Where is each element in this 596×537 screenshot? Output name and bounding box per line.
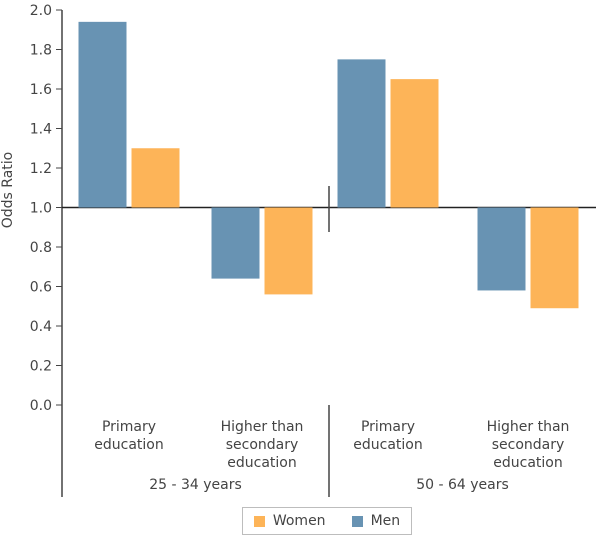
legend-label-women: Women [272,513,326,529]
chart-texts: 0.0 0.2 0.4 0.6 0.8 1.0 1.2 1.4 1.6 1.8 2.0 Odds Ra… [0,3,569,493]
y-tick-label: 0.4 [30,319,52,335]
legend-item-men: Men [351,513,401,529]
bar-men-3 [477,207,526,291]
y-axis-label: Odds Ratio [0,152,16,228]
bar-men-0 [78,21,127,208]
x-category-label: Primary education [94,419,163,453]
bar-men-1 [211,207,260,279]
y-tick-label: 0.0 [30,398,52,414]
x-category-label: Higher than secondary education [487,419,570,471]
bar-women-1 [264,207,313,295]
legend-swatch-men [351,515,363,527]
bar-women-3 [530,207,579,309]
y-tick-label: 1.0 [30,201,52,217]
bar-men-2 [337,59,386,208]
bar-women-0 [131,148,180,208]
x-group-label: 25 - 34 years [149,477,242,493]
chart-legend: Women Men [242,507,412,535]
y-tick-label: 0.6 [30,280,52,296]
y-tick-label: 0.8 [30,240,52,256]
x-category-label: Higher than secondary education [221,419,304,471]
y-tick-label: 2.0 [30,3,52,19]
y-tick-label: 1.4 [30,122,52,138]
y-tick-label: 1.8 [30,43,52,59]
y-tick-label: 1.2 [30,161,52,177]
legend-item-women: Women [253,513,326,529]
legend-swatch-women [253,515,265,527]
bar-women-2 [390,79,439,208]
x-group-label: 50 - 64 years [416,477,509,493]
x-category-label: Primary education [353,419,422,453]
chart-bars [78,21,579,309]
y-tick-label: 1.6 [30,82,52,98]
y-tick-label: 0.2 [30,359,52,375]
legend-label-men: Men [370,513,401,529]
